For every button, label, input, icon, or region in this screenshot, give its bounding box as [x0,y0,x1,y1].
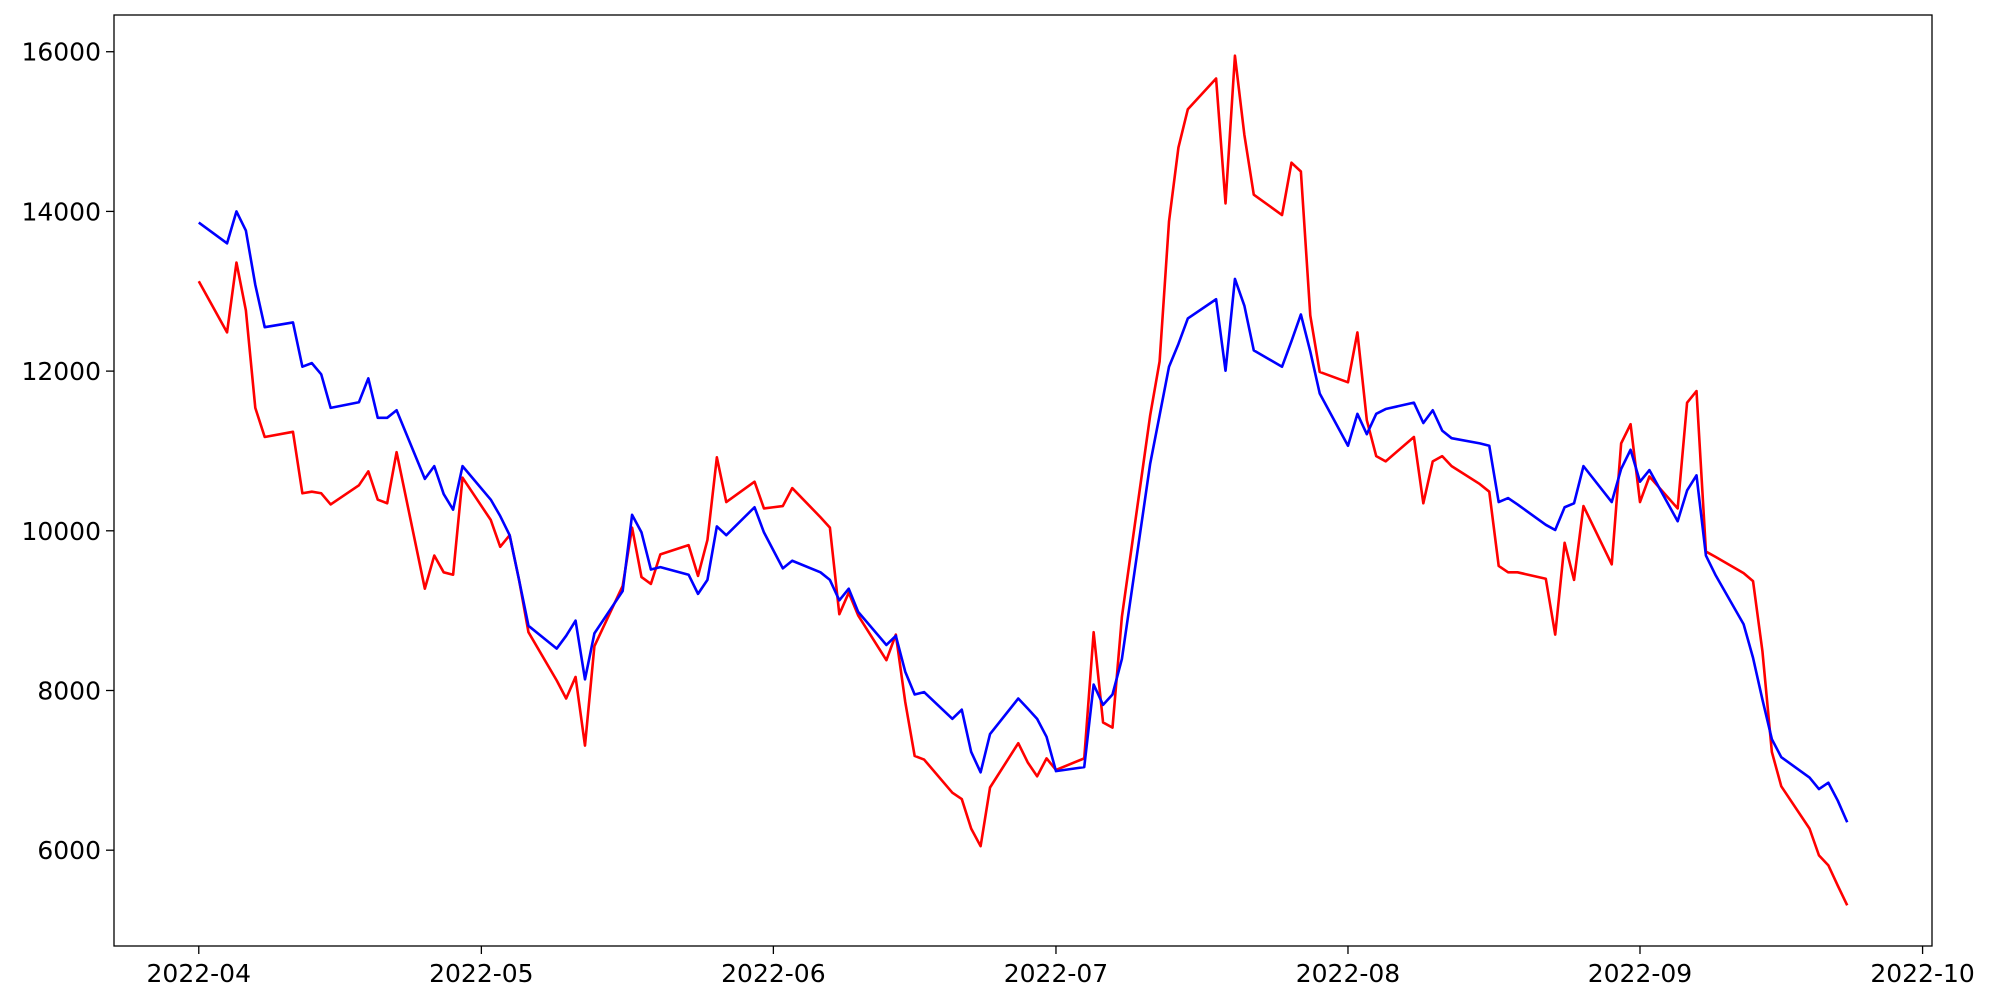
x-tick-label: 2022-04 [147,959,251,988]
plot-frame [113,14,1933,947]
y-tick-label: 8000 [37,676,101,705]
x-tick-label: 2022-09 [1588,959,1692,988]
y-tick-label: 12000 [21,357,101,386]
line-series [198,210,1849,823]
x-tick-label: 2022-07 [1004,959,1108,988]
y-tick-label: 16000 [21,38,101,67]
line-series [197,54,1849,906]
y-tick-label: 14000 [21,197,101,226]
y-tick-label: 6000 [37,836,101,865]
x-tick-label: 2022-08 [1296,959,1400,988]
x-tick-label: 2022-10 [1870,959,1974,988]
x-tick-label: 2022-05 [429,959,533,988]
y-tick-label: 10000 [21,517,101,546]
x-tick-label: 2022-06 [721,959,825,988]
